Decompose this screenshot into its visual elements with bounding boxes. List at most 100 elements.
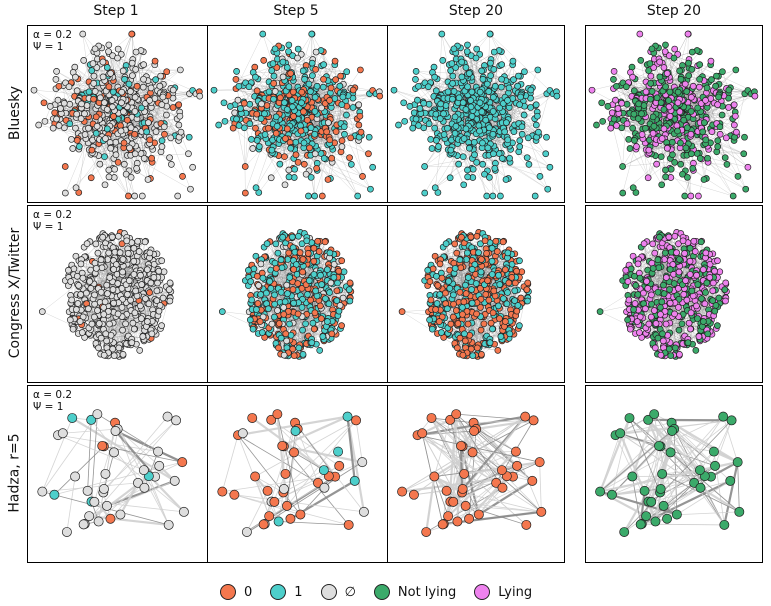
network-node <box>440 110 447 118</box>
network-node <box>336 82 344 90</box>
network-node <box>732 112 739 120</box>
network-node <box>663 70 671 77</box>
network-node <box>421 189 429 197</box>
network-node <box>66 120 74 128</box>
network-node <box>463 48 471 55</box>
network-node <box>300 139 308 147</box>
network-edge <box>419 119 439 150</box>
network-node <box>167 134 175 142</box>
network-node <box>290 112 297 120</box>
network-node <box>232 76 240 83</box>
network-node <box>356 112 364 120</box>
network-node <box>498 83 505 91</box>
network-node <box>305 80 313 88</box>
network-edge <box>252 148 326 160</box>
network-node <box>107 70 114 77</box>
network-node <box>517 93 524 101</box>
network-node <box>69 145 77 152</box>
network-node <box>685 59 692 67</box>
network-node <box>648 88 656 95</box>
network-node <box>338 143 346 151</box>
network-node <box>734 173 742 180</box>
network-node <box>435 143 442 150</box>
network-node <box>648 45 656 53</box>
network-node <box>490 66 498 73</box>
network-node <box>276 94 284 102</box>
network-edge <box>416 71 468 75</box>
network-node <box>41 117 49 125</box>
network-edge <box>616 125 649 178</box>
network-edge <box>492 91 500 154</box>
network-node <box>467 97 475 104</box>
network-node <box>279 58 287 66</box>
network-node <box>708 76 715 83</box>
network-node <box>148 154 155 162</box>
network-node <box>307 88 314 95</box>
network-node <box>647 72 655 80</box>
network-node <box>355 101 363 109</box>
network-node <box>90 95 97 103</box>
network-node <box>313 82 321 90</box>
network-node <box>151 57 159 65</box>
network-node <box>725 86 733 94</box>
network-node <box>57 105 64 112</box>
network-edge <box>436 33 443 139</box>
network-edge <box>289 53 362 133</box>
network-node <box>268 146 276 154</box>
network-node <box>660 64 668 71</box>
network-node <box>730 101 738 109</box>
network-node <box>677 160 685 168</box>
network-edge <box>298 48 356 88</box>
network-node <box>553 92 561 100</box>
network-node <box>365 133 373 141</box>
network-node <box>464 83 471 91</box>
network-node <box>470 138 478 146</box>
network-node <box>479 139 486 147</box>
network-node <box>431 73 438 81</box>
network-node <box>272 113 280 121</box>
network-node <box>479 160 487 168</box>
network-node <box>99 58 107 66</box>
network-node <box>376 92 384 100</box>
network-node <box>283 106 291 113</box>
network-node <box>478 67 485 75</box>
network-node <box>133 82 141 90</box>
network-node <box>662 83 669 91</box>
network-node <box>46 103 54 110</box>
network-node <box>543 133 550 141</box>
network-node <box>260 57 268 64</box>
network-node <box>337 72 344 80</box>
network-node <box>510 128 518 135</box>
network-graph <box>210 30 384 200</box>
network-node <box>92 113 100 121</box>
network-node <box>671 45 679 53</box>
network-node <box>119 67 127 75</box>
network-node <box>140 75 147 83</box>
network-node <box>684 30 692 38</box>
network-node <box>610 76 617 83</box>
network-node <box>72 184 80 192</box>
network-node <box>415 122 422 129</box>
network-node <box>302 170 310 178</box>
network-node <box>226 103 234 110</box>
network-node <box>452 122 460 130</box>
network-node <box>281 153 288 161</box>
network-node <box>438 30 446 38</box>
network-node <box>270 95 277 103</box>
network-node <box>346 154 353 162</box>
network-node <box>502 119 510 126</box>
network-node <box>663 144 671 152</box>
network-node <box>320 61 327 68</box>
network-node <box>505 84 513 92</box>
param-annotation: α = 0.2 Ψ = 1 <box>33 29 73 53</box>
network-node <box>534 112 541 120</box>
network-node <box>669 151 676 159</box>
network-node <box>289 88 297 96</box>
network-node <box>674 127 681 135</box>
network-node <box>657 99 665 107</box>
network-node <box>237 105 244 112</box>
network-node <box>139 83 147 91</box>
network-node <box>240 99 248 107</box>
network-node <box>311 108 319 115</box>
row-label-congress: Congress X/Twitter <box>7 227 23 359</box>
